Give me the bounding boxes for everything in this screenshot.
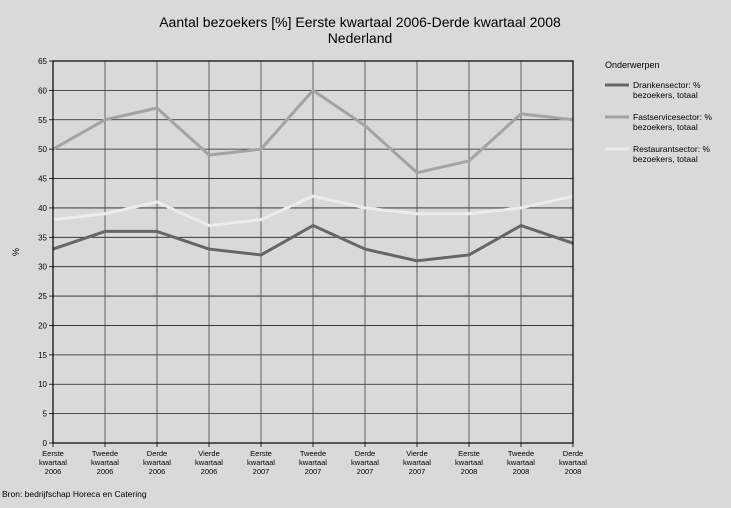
series-line-1	[52, 88, 574, 175]
x-tick-label-line: kwartaal	[559, 458, 587, 467]
x-tick-label-line: Vierde	[406, 449, 428, 458]
x-tick-label-line: Derde	[563, 449, 583, 458]
y-tick-label: 15	[38, 351, 47, 360]
series-lines	[52, 88, 574, 263]
y-tick-label: 55	[38, 116, 47, 125]
x-tick-label-line: Eerste	[42, 449, 64, 458]
x-tick-label-line: kwartaal	[247, 458, 275, 467]
y-tick-label: 50	[38, 145, 47, 154]
legend-label-line: bezoekers, totaal	[633, 122, 698, 132]
x-tick-label-line: kwartaal	[39, 458, 67, 467]
y-tick-label: 35	[38, 233, 47, 242]
y-tick-label: 60	[38, 86, 47, 95]
y-tick-label: 25	[38, 292, 47, 301]
x-tick-label-line: kwartaal	[143, 458, 171, 467]
x-tick-label-line: 2008	[513, 467, 530, 476]
x-tick-label-line: 2006	[45, 467, 62, 476]
x-tick-label-line: Eerste	[458, 449, 480, 458]
x-tick-label: Eerste kwartaal 2008	[455, 449, 483, 476]
legend-label-line: Fastservicesector: %	[633, 112, 712, 122]
x-tick-label: Tweede kwartaal 2006	[91, 449, 119, 476]
legend-label-line: Drankensector: %	[633, 80, 701, 90]
x-tick-label: Tweede kwartaal 2007	[299, 449, 327, 476]
legend-label-0: Drankensector: % bezoekers, totaal	[633, 80, 701, 100]
x-tick-label: Eerste kwartaal 2007	[247, 449, 275, 476]
series-line-2	[52, 194, 574, 228]
x-tick-label-line: Eerste	[250, 449, 272, 458]
y-tick-label: 40	[38, 204, 47, 213]
x-tick-label: Derde kwartaal 2007	[351, 449, 379, 476]
legend-label-2: Restaurantsector: % bezoekers, totaal	[633, 144, 710, 164]
legend-label-line: Restaurantsector: %	[633, 144, 710, 154]
legend: Onderwerpen Drankensector: % bezoekers, t…	[605, 60, 712, 164]
x-tick-label-line: 2006	[201, 467, 218, 476]
y-tick-label: 5	[43, 410, 48, 419]
x-tick-label-line: Tweede	[300, 449, 326, 458]
y-tick-label: 20	[38, 321, 47, 330]
y-tick-label: 65	[38, 57, 47, 66]
x-tick-label-line: 2007	[357, 467, 374, 476]
x-tick-label-line: Tweede	[92, 449, 118, 458]
x-tick-label: Derde kwartaal 2008	[559, 449, 587, 476]
series-line-0	[52, 224, 574, 263]
x-tick-label-line: kwartaal	[455, 458, 483, 467]
x-tick-label: Derde kwartaal 2006	[143, 449, 171, 476]
x-tick-label-line: kwartaal	[403, 458, 431, 467]
x-tick-label-line: 2006	[97, 467, 114, 476]
y-tick-label: 0	[43, 439, 48, 448]
x-tick-label-line: kwartaal	[507, 458, 535, 467]
y-tick-labels: 0 5 10 15 20 25 30 35 40 45 50 55 60 65	[38, 57, 47, 448]
x-tick-label-line: Tweede	[508, 449, 534, 458]
x-tick-label-line: 2007	[305, 467, 322, 476]
y-tick-label: 30	[38, 263, 47, 272]
chart-title: Aantal bezoekers [%] Eerste kwartaal 200…	[159, 14, 561, 30]
chart-subtitle: Nederland	[328, 30, 393, 46]
x-tick-label-line: 2007	[253, 467, 270, 476]
x-tick-label-line: 2008	[461, 467, 478, 476]
x-tick-label-line: kwartaal	[299, 458, 327, 467]
plot-frame	[52, 60, 574, 444]
source-note: Bron: bedrijfschap Horeca en Catering	[2, 489, 147, 499]
x-tick-label-line: kwartaal	[351, 458, 379, 467]
x-tick-label: Vierde kwartaal 2006	[195, 449, 223, 476]
x-tick-label: Eerste kwartaal 2006	[39, 449, 67, 476]
x-tick-label-line: Vierde	[198, 449, 220, 458]
grid	[49, 60, 574, 447]
legend-label-line: bezoekers, totaal	[633, 90, 698, 100]
x-tick-label-line: 2008	[565, 467, 582, 476]
x-tick-label: Vierde kwartaal 2007	[403, 449, 431, 476]
y-tick-label: 10	[38, 380, 47, 389]
x-tick-label-line: Derde	[147, 449, 167, 458]
x-tick-label-line: 2007	[409, 467, 426, 476]
y-axis-label: %	[11, 248, 21, 256]
x-tick-label: Tweede kwartaal 2008	[507, 449, 535, 476]
y-tick-label: 45	[38, 175, 47, 184]
legend-label-line: bezoekers, totaal	[633, 154, 698, 164]
x-tick-label-line: kwartaal	[195, 458, 223, 467]
legend-title: Onderwerpen	[605, 60, 660, 70]
x-tick-label-line: kwartaal	[91, 458, 119, 467]
x-tick-label-line: 2006	[149, 467, 166, 476]
legend-label-1: Fastservicesector: % bezoekers, totaal	[633, 112, 712, 132]
x-tick-label-line: Derde	[355, 449, 375, 458]
